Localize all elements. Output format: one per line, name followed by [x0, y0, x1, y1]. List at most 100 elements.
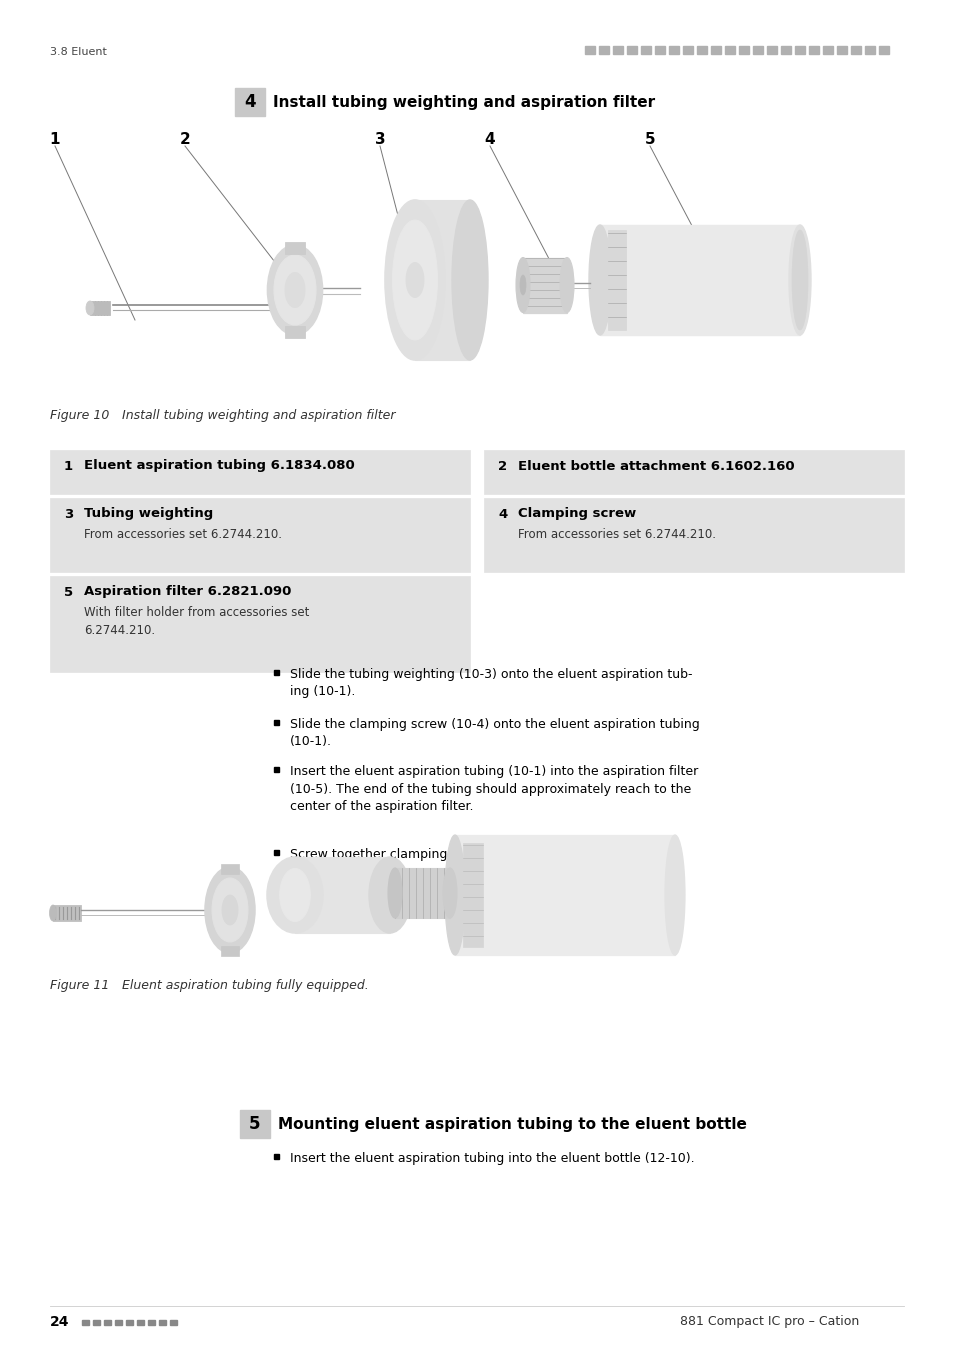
Bar [137, 1320, 144, 1324]
Ellipse shape [444, 836, 464, 954]
Ellipse shape [222, 895, 237, 925]
Ellipse shape [388, 868, 401, 918]
Text: Eluent bottle attachment 6.1602.160: Eluent bottle attachment 6.1602.160 [517, 459, 794, 472]
Text: Install tubing weighting and aspiration filter: Install tubing weighting and aspiration … [273, 95, 655, 109]
Bar [115, 1320, 122, 1324]
Ellipse shape [559, 258, 574, 312]
Text: 4: 4 [497, 508, 507, 521]
Bar [274, 720, 278, 725]
Text: 1: 1 [64, 459, 73, 472]
Text: Figure 11: Figure 11 [50, 979, 110, 991]
Bar [90, 301, 110, 315]
Bar [92, 1320, 100, 1324]
Bar [739, 46, 748, 54]
Text: Screw together clamping screw (10-4) and filter holder (9-1).: Screw together clamping screw (10-4) and… [290, 848, 672, 861]
Bar [221, 946, 239, 956]
Text: 5: 5 [64, 586, 73, 598]
Text: From accessories set 6.2744.210.: From accessories set 6.2744.210. [517, 528, 716, 541]
Ellipse shape [406, 262, 423, 297]
Ellipse shape [86, 301, 94, 315]
Text: Clamping screw: Clamping screw [517, 508, 636, 521]
Ellipse shape [212, 878, 248, 942]
Text: Figure 10: Figure 10 [50, 409, 110, 421]
Bar [285, 325, 305, 338]
Bar [50, 576, 470, 672]
Text: 2: 2 [179, 132, 191, 147]
Text: 881 Compact IC pro – Cation: 881 Compact IC pro – Cation [679, 1315, 859, 1328]
Text: Eluent aspiration tubing 6.1834.080: Eluent aspiration tubing 6.1834.080 [84, 459, 355, 472]
Bar [584, 46, 595, 54]
Text: Install tubing weighting and aspiration filter: Install tubing weighting and aspiration … [110, 409, 395, 421]
Bar [655, 46, 664, 54]
Bar [285, 242, 305, 254]
Bar [104, 1320, 111, 1324]
Ellipse shape [452, 200, 488, 360]
Ellipse shape [267, 244, 322, 335]
Bar [822, 46, 832, 54]
Bar [752, 46, 762, 54]
Text: Insert the eluent aspiration tubing (10-1) into the aspiration filter
(10-5). Th: Insert the eluent aspiration tubing (10-… [290, 765, 698, 813]
Bar [613, 46, 622, 54]
Ellipse shape [279, 868, 310, 922]
Bar [626, 46, 637, 54]
Bar [668, 46, 679, 54]
Ellipse shape [285, 273, 305, 308]
Ellipse shape [205, 867, 254, 953]
Bar [240, 1110, 270, 1138]
Bar [395, 868, 450, 918]
Bar [710, 46, 720, 54]
Ellipse shape [442, 868, 456, 918]
Text: 24: 24 [50, 1315, 70, 1328]
Ellipse shape [588, 225, 610, 335]
Text: Eluent aspiration tubing fully equipped.: Eluent aspiration tubing fully equipped. [110, 979, 369, 991]
Bar [724, 46, 734, 54]
Bar [599, 225, 800, 335]
Ellipse shape [267, 857, 323, 933]
Ellipse shape [385, 200, 444, 360]
Bar [126, 1320, 132, 1324]
Bar [234, 88, 265, 116]
Bar [148, 1320, 154, 1324]
Ellipse shape [788, 225, 810, 335]
Text: 3.8 Eluent: 3.8 Eluent [50, 47, 107, 57]
Bar [697, 46, 706, 54]
Bar [878, 46, 888, 54]
Bar [850, 46, 861, 54]
Bar [462, 842, 482, 946]
Text: With filter holder from accessories set
6.2744.210.: With filter holder from accessories set … [84, 606, 309, 637]
Text: 5: 5 [249, 1115, 260, 1133]
Ellipse shape [516, 258, 530, 312]
Bar [294, 857, 390, 933]
Bar [766, 46, 776, 54]
Bar [640, 46, 650, 54]
Bar [781, 46, 790, 54]
Bar [794, 46, 804, 54]
Text: Aspiration filter 6.2821.090: Aspiration filter 6.2821.090 [84, 586, 291, 598]
Ellipse shape [519, 275, 525, 296]
Bar [455, 836, 675, 954]
Bar [808, 46, 818, 54]
Text: Slide the clamping screw (10-4) onto the eluent aspiration tubing
(10-1).: Slide the clamping screw (10-4) onto the… [290, 718, 699, 748]
Bar [274, 767, 278, 772]
Text: Insert the eluent aspiration tubing into the eluent bottle (12-10).: Insert the eluent aspiration tubing into… [290, 1152, 694, 1165]
Text: 3: 3 [375, 132, 385, 147]
Bar [483, 450, 903, 494]
Ellipse shape [791, 230, 807, 329]
Text: 3: 3 [64, 508, 73, 521]
Ellipse shape [50, 904, 56, 921]
Text: 1: 1 [50, 132, 60, 147]
Bar [82, 1320, 89, 1324]
Ellipse shape [392, 220, 437, 340]
Bar [53, 904, 81, 921]
Text: Mounting eluent aspiration tubing to the eluent bottle: Mounting eluent aspiration tubing to the… [277, 1116, 746, 1131]
Text: Tubing weighting: Tubing weighting [84, 508, 213, 521]
Bar [50, 450, 470, 494]
Bar [598, 46, 608, 54]
Bar [274, 670, 278, 675]
Bar [607, 230, 625, 329]
Text: Slide the tubing weighting (10-3) onto the eluent aspiration tub-
ing (10-1).: Slide the tubing weighting (10-3) onto t… [290, 668, 692, 698]
Bar [159, 1320, 166, 1324]
Text: 2: 2 [497, 459, 507, 472]
Ellipse shape [664, 836, 684, 954]
Ellipse shape [369, 857, 411, 933]
